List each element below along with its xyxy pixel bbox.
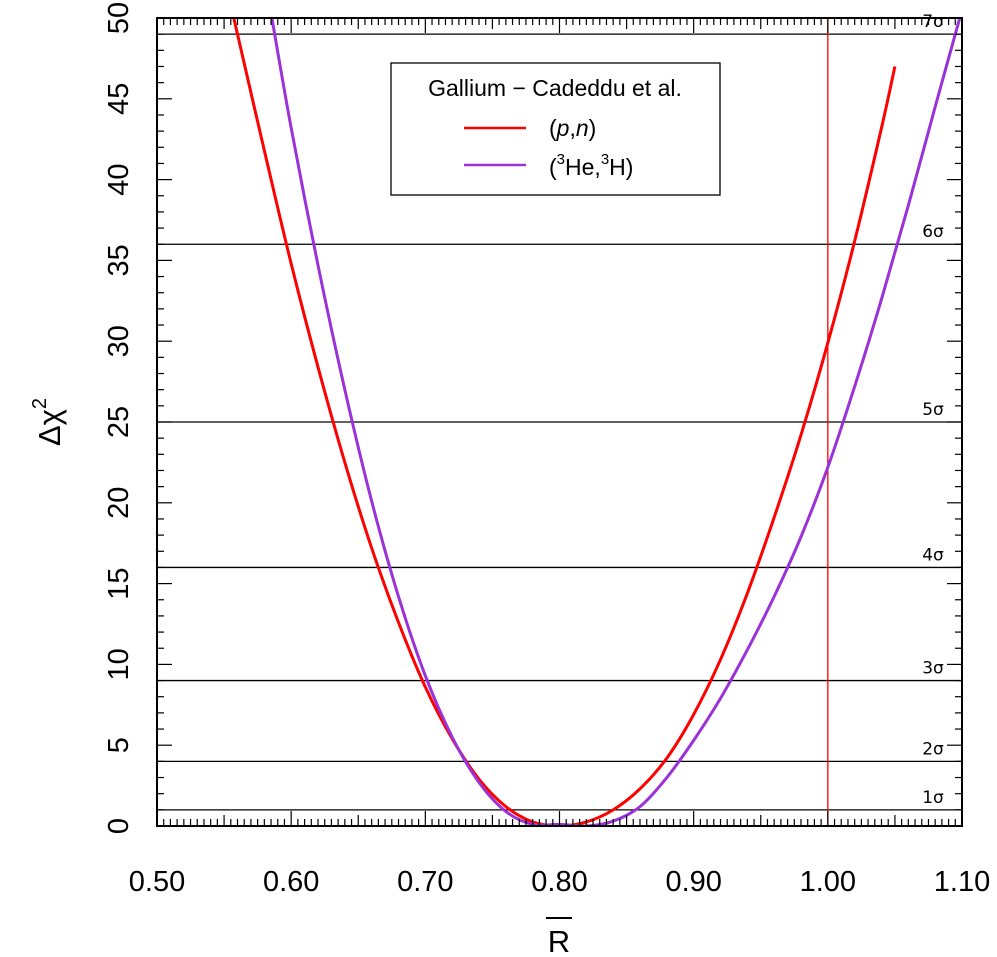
x-axis-title: R <box>546 917 572 957</box>
y-axis-title: Δχ2 <box>29 398 67 446</box>
legend-box <box>390 62 721 196</box>
sigma-label-4: 4σ <box>922 545 944 565</box>
legend: Gallium − Cadeddu et al. (p,n) (3He,3H) <box>390 62 721 196</box>
sigma-label-1: 1σ <box>922 788 944 808</box>
legend-label-he3h3: (3He,3H) <box>549 151 633 180</box>
y-tick-label: 30 <box>103 325 135 357</box>
sigma-label-2: 2σ <box>922 739 944 759</box>
x-tick-label: 0.50 <box>129 866 185 898</box>
legend-title: Gallium − Cadeddu et al. <box>428 75 682 101</box>
legend-label-pn: (p,n) <box>549 115 596 141</box>
y-tick-label: 45 <box>103 83 135 115</box>
y-tick-labels: 0 5 10 15 20 25 30 35 40 45 50 <box>103 2 135 834</box>
x-tick-labels: 0.50 0.60 0.70 0.80 0.90 1.00 1.10 <box>129 866 990 898</box>
series-line-he3h3 <box>270 18 962 826</box>
sigma-lines <box>157 33 962 811</box>
svg-text:Δχ2: Δχ2 <box>29 398 67 446</box>
y-tick-label: 40 <box>103 163 135 195</box>
y-tick-label: 25 <box>103 406 135 438</box>
y-tick-label: 35 <box>103 244 135 276</box>
sigma-labels: 1σ 2σ 3σ 4σ 5σ 6σ 7σ <box>922 12 944 808</box>
y-tick-label: 5 <box>103 737 135 753</box>
sigma-label-3: 3σ <box>922 659 944 679</box>
x-axis-label: R <box>548 924 570 957</box>
y-tick-label: 15 <box>103 567 135 599</box>
sigma-label-6: 6σ <box>922 222 944 242</box>
y-tick-label: 0 <box>103 818 135 834</box>
sigma-label-7: 7σ <box>922 12 944 32</box>
y-axis-label-superscript: 2 <box>29 398 51 409</box>
x-tick-label: 0.80 <box>531 866 587 898</box>
y-tick-label: 50 <box>103 2 135 34</box>
y-tick-label: 20 <box>103 487 135 519</box>
axis-ticks <box>156 17 963 827</box>
x-tick-label: 0.90 <box>665 866 721 898</box>
x-tick-label: 1.00 <box>800 866 856 898</box>
sigma-label-5: 5σ <box>922 400 944 420</box>
plot-frame <box>156 17 963 827</box>
x-tick-label: 1.10 <box>934 866 990 898</box>
y-tick-label: 10 <box>103 648 135 680</box>
x-tick-label: 0.60 <box>263 866 319 898</box>
x-tick-label: 0.70 <box>397 866 453 898</box>
y-axis-label: Δχ <box>32 409 67 446</box>
